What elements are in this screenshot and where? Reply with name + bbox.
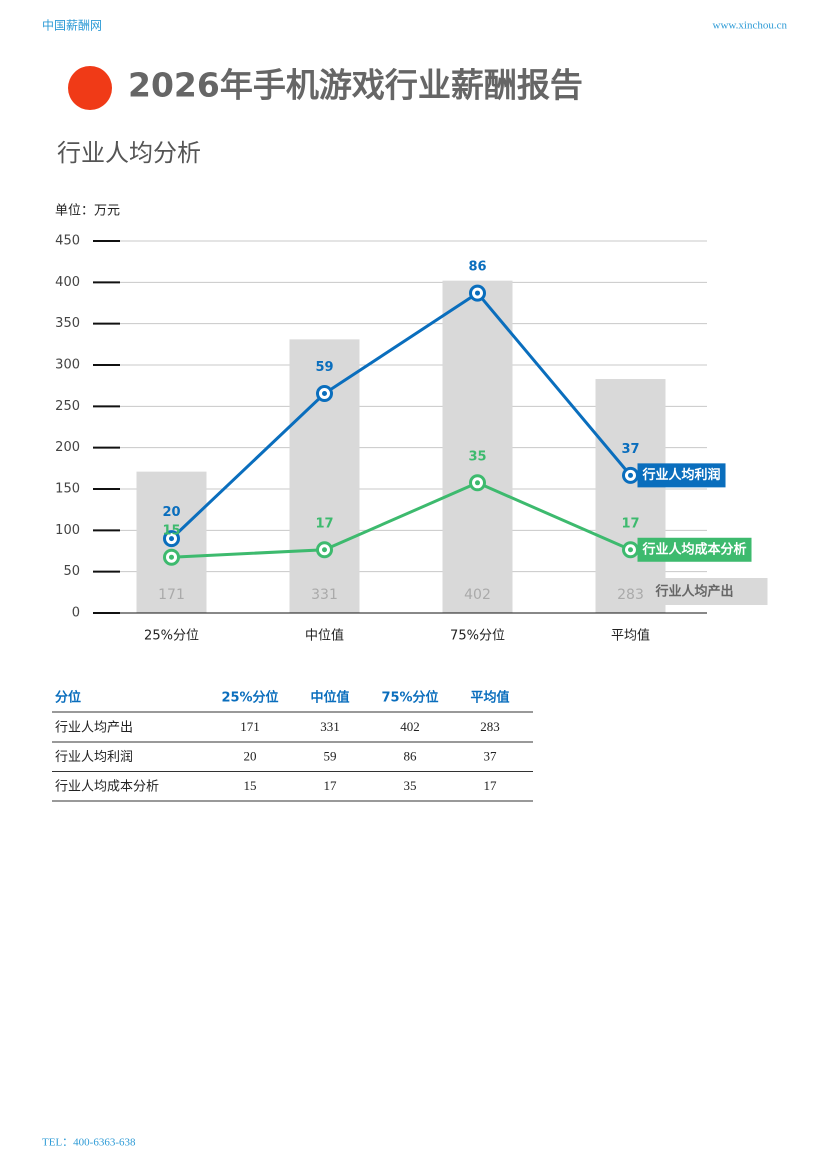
data-label: 17 [621, 516, 639, 531]
x-tick-label: 平均值 [611, 628, 650, 644]
y-tick-label: 350 [55, 316, 80, 331]
y-tick-label: 450 [55, 234, 80, 249]
data-label: 86 [468, 260, 486, 275]
table-cell: 行业人均成本分析 [55, 780, 159, 795]
bar-value-label: 402 [464, 587, 491, 603]
table-cell: 86 [404, 748, 418, 763]
x-tick-label: 中位值 [305, 628, 344, 644]
bar [289, 339, 360, 613]
table-cell: 行业人均产出 [55, 721, 133, 736]
bar-value-label: 331 [311, 587, 338, 603]
point-dot [169, 554, 174, 560]
table-cell: 17 [324, 778, 338, 793]
y-tick-label: 0 [72, 606, 80, 621]
table-cell: 59 [324, 748, 337, 763]
point-dot [475, 290, 480, 296]
point-dot [322, 391, 327, 397]
table-cell: 15 [244, 778, 257, 793]
data-label: 35 [468, 449, 486, 464]
data-label: 59 [315, 360, 333, 375]
data-label: 15 [162, 524, 180, 539]
y-tick-label: 50 [63, 564, 80, 579]
title-dot [68, 66, 112, 110]
point-dot [169, 536, 174, 542]
x-tick-label: 75%分位 [450, 629, 505, 644]
table-cell: 37 [484, 748, 498, 763]
line [170, 291, 632, 540]
data-label: 17 [315, 516, 333, 531]
point-dot [628, 547, 633, 553]
table-cell: 17 [484, 778, 498, 793]
series-label-box [637, 537, 752, 562]
table-cell: 402 [400, 719, 420, 734]
site-url: www.xinchou.cn [713, 20, 788, 32]
series-label: 行业人均成本分析 [642, 541, 747, 557]
y-tick-label: 200 [55, 440, 80, 455]
table-cell: 331 [320, 719, 340, 734]
title: 2026年手机游戏行业薪酬报告 [128, 66, 583, 105]
site-name: 中国薪酬网 [42, 18, 102, 33]
y-tick-label: 400 [55, 275, 80, 290]
table-header-cell: 25%分位 [221, 690, 278, 706]
point-dot [322, 547, 327, 553]
series-label-box [650, 578, 768, 605]
data-label: 37 [621, 442, 639, 457]
point-dot [475, 480, 480, 486]
table-cell: 35 [404, 778, 417, 793]
bar [595, 379, 666, 613]
series-label: 行业人均利润 [642, 467, 721, 483]
table-cell: 20 [244, 748, 257, 763]
table-cell: 行业人均利润 [55, 750, 133, 765]
series-label: 行业人均产出 [655, 584, 734, 600]
table-cell: 283 [480, 719, 500, 734]
subtitle: 行业人均分析 [57, 139, 201, 167]
y-tick-label: 250 [55, 399, 80, 414]
bar [442, 280, 513, 613]
y-tick-label: 100 [55, 523, 80, 538]
table-header-cell: 分位 [55, 690, 81, 706]
table-header-cell: 平均值 [470, 690, 509, 706]
bar-value-label: 283 [617, 587, 644, 603]
bar-value-label: 171 [158, 587, 185, 603]
table-header-cell: 75%分位 [381, 690, 438, 706]
x-tick-label: 25%分位 [144, 629, 199, 644]
point-dot [628, 472, 633, 478]
y-tick-label: 150 [55, 482, 80, 497]
unit-label: 单位：万元 [55, 204, 120, 219]
y-tick-label: 300 [55, 358, 80, 373]
table-cell: 171 [240, 719, 260, 734]
series-label-box [637, 463, 726, 488]
data-label: 20 [162, 505, 180, 520]
footer-tel: TEL：400-6363-638 [42, 1137, 136, 1149]
line [171, 481, 632, 559]
table-header-cell: 中位值 [310, 690, 349, 706]
